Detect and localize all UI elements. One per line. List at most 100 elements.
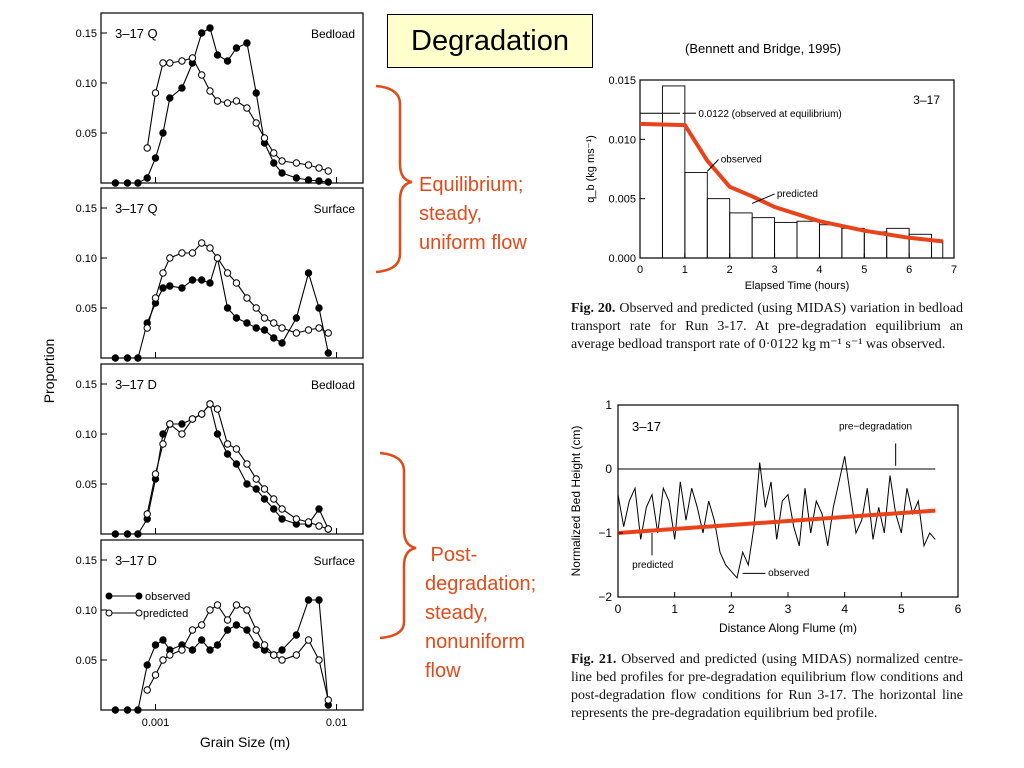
predicted-point (315, 656, 323, 664)
fig21-ylabel: Normalized Bed Height (cm) (569, 426, 583, 577)
observed-point (151, 641, 160, 649)
x-tick-label: 7 (951, 264, 957, 276)
observed-bar (661, 85, 686, 259)
observed-bar (774, 221, 798, 259)
y-tick-label: 0.10 (76, 78, 97, 90)
predicted-point (304, 636, 313, 644)
observed-point (278, 169, 286, 177)
observed-point (123, 530, 132, 538)
citation: (Bennett and Bridge, 1995) (685, 41, 842, 56)
predicted-point (252, 626, 260, 634)
annotation-brackets (375, 84, 417, 640)
fig20-xlabel: Elapsed Time (hours) (745, 280, 850, 292)
x-tick-label: 0 (637, 264, 643, 276)
x-tick-label: 6 (906, 264, 912, 276)
ylabel-proportion: Proportion (41, 339, 57, 404)
predicted-point (223, 616, 232, 624)
annotation-post-degradation: Post- degradation; steady, nonuniform fl… (425, 544, 537, 682)
observed-point (260, 495, 269, 503)
predicted-point (166, 59, 174, 67)
observed-point (243, 39, 251, 47)
observed-point (143, 661, 151, 669)
observed-point (178, 420, 186, 428)
observed-point (206, 279, 214, 287)
predicted-point (270, 651, 278, 659)
predicted-point (260, 314, 269, 322)
observed-point (151, 154, 160, 162)
x-tick-label: 0.01 (326, 717, 347, 729)
observed-point (206, 24, 214, 32)
slide-title: Degradation (387, 14, 593, 68)
predicted-point (159, 269, 167, 277)
observed-point (111, 530, 120, 538)
predicted-point (206, 87, 214, 95)
x-tick-label: 1 (682, 264, 688, 276)
predicted-point (270, 495, 278, 503)
predicted-point (243, 460, 251, 468)
predicted-point (166, 420, 174, 428)
observed-point (304, 176, 313, 184)
observed-point (178, 284, 186, 292)
predicted-point (206, 606, 214, 614)
observed-point (232, 621, 241, 629)
observed-point (270, 334, 278, 342)
predicted-point (178, 430, 186, 438)
y-tick-label: 0.05 (76, 128, 97, 140)
fig20-chart: 0 1 2 3 4 5 6 7 0.000 0.005 0.010 0.015 Elapsed Time… (585, 75, 957, 292)
panel-label: 3–17 Q (115, 26, 158, 41)
observed-point (166, 94, 174, 102)
panel-frame (100, 363, 364, 535)
legend-observed-marker (105, 592, 113, 600)
predicted-point (198, 71, 206, 79)
observed-point (223, 304, 232, 312)
y-tick-label: 0.10 (76, 605, 97, 617)
predicted-point (304, 326, 313, 334)
predicted-point (188, 249, 197, 257)
observed-point (198, 276, 206, 284)
observed-bar (706, 198, 731, 259)
panel-frame (100, 12, 364, 184)
y-tick-label: 1 (605, 398, 612, 412)
predicted-point (315, 164, 323, 172)
x-tick-label: 6 (955, 602, 962, 616)
panel-label: 3–17 D (115, 377, 157, 392)
observed-point (278, 339, 286, 347)
predicted-point (143, 686, 151, 694)
observed-point (223, 626, 232, 634)
x-tick-label: 3 (785, 602, 792, 616)
predicted-point (198, 410, 206, 418)
observed-point (292, 174, 301, 182)
y-tick-label: 0.05 (76, 655, 97, 667)
predicted-annotation: predicted (632, 560, 673, 571)
annotation-equilibrium: Equilibrium; steady, uniform flow (419, 174, 527, 254)
observed-point (315, 596, 323, 604)
predicted-point (151, 470, 160, 478)
observed-point (315, 505, 323, 513)
predicted-point (315, 324, 323, 332)
observed-point (198, 636, 206, 644)
predicted-point (324, 329, 332, 337)
predicted-point (304, 161, 313, 169)
predicted-point (198, 239, 206, 247)
legend-predicted-label: predicted (143, 608, 188, 620)
predicted-point (143, 144, 151, 152)
observed-arrow (706, 159, 719, 172)
predicted-point (278, 505, 286, 513)
observed-point (111, 179, 120, 187)
observed-point (134, 179, 142, 187)
observed-point (223, 57, 232, 65)
predicted-point (324, 525, 332, 533)
predicted-point (166, 651, 174, 659)
predicted-point (243, 294, 251, 302)
predicted-arrow (751, 193, 775, 204)
observed-point (243, 480, 251, 488)
grain-size-panels: 3–17 Q Bedload 0.15 0.10 0.05 3–17 Q Surface 0.… (41, 12, 364, 750)
observed-profile (617, 456, 936, 579)
x-tick-label: 5 (861, 264, 867, 276)
predicted-point (278, 157, 286, 165)
observed-point (324, 178, 332, 186)
panel-kind: Bedload (311, 27, 355, 41)
observed-point (213, 430, 222, 438)
fig20-panel-label: 3–17 (913, 93, 940, 107)
observed-point (270, 505, 278, 513)
